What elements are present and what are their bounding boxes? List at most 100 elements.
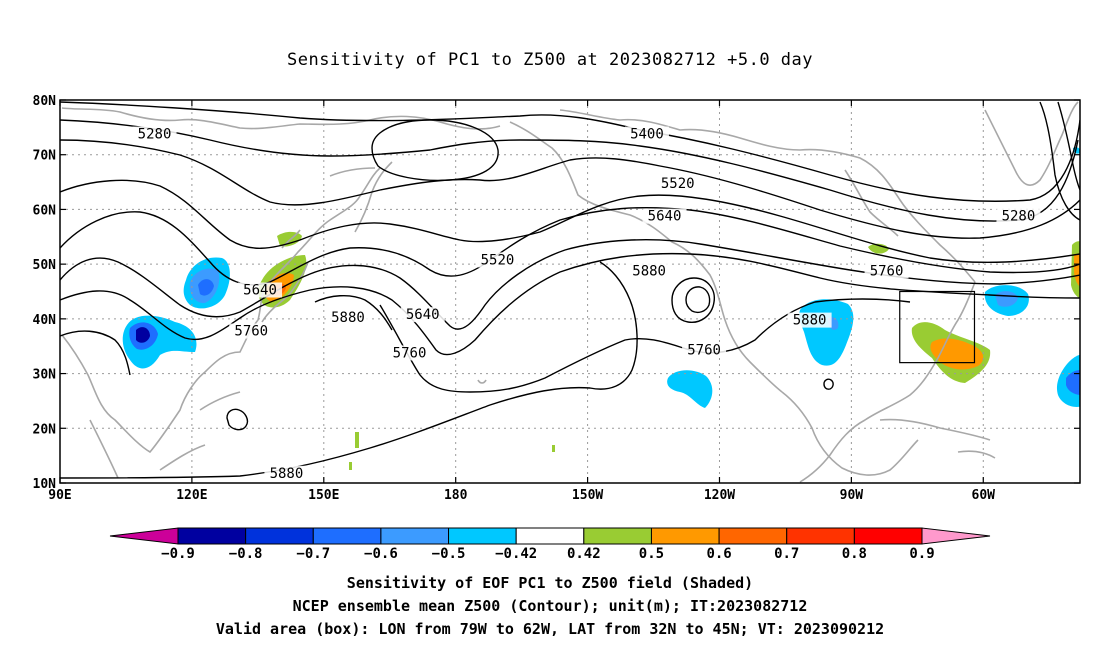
coastline-asia	[61, 167, 381, 454]
contour-label: 5640	[406, 307, 440, 323]
map-frame	[59, 99, 1081, 484]
coastline-kamchatka	[329, 161, 393, 233]
lat-tick-label: 60N	[33, 203, 57, 218]
lon-tick-label: 60W	[972, 488, 996, 503]
contour-label: 5760	[393, 345, 427, 361]
contour-label-bg	[400, 307, 445, 323]
contour-label: 5520	[481, 252, 515, 268]
colorbar-label: 0.9	[909, 546, 934, 562]
coastline-canada	[559, 109, 976, 283]
positive-sensitivity-region	[552, 445, 555, 452]
colorbar-label: −0.7	[296, 546, 330, 562]
colorbar-segment	[583, 527, 652, 545]
contour-label-bg	[655, 175, 700, 191]
contour-line	[60, 252, 1080, 356]
contour-label: 5760	[870, 263, 904, 279]
contour-label-bg	[264, 465, 309, 481]
contour-label: 5280	[1002, 209, 1036, 225]
contour-label: 5760	[234, 324, 268, 340]
contour-label-bg	[627, 263, 672, 279]
coastline-alaska	[509, 121, 783, 393]
colorbar-label: −0.8	[229, 546, 263, 562]
positive-sensitivity-core	[1074, 253, 1080, 287]
contour-label-bg	[624, 126, 669, 142]
valid-area-box	[899, 290, 976, 364]
lat-tick-label: 20N	[33, 422, 57, 437]
sensitivity-shading	[122, 147, 1080, 470]
colorbar: −0.9 −0.8 −0.7 −0.6 −0.5 −0.42 0.42 0.5 0.6 0.7 0.…	[109, 527, 991, 562]
coastline-us-east	[799, 281, 976, 483]
contour-label-bg	[864, 263, 909, 279]
lat-tick-label: 80N	[33, 94, 57, 109]
contour-label: 5760	[687, 343, 721, 359]
contour-label-bg	[787, 312, 832, 328]
colorbar-segment	[177, 527, 247, 545]
lat-tick-label: 10N	[33, 477, 57, 492]
contour-label: 5400	[630, 127, 664, 143]
caption-contour: NCEP ensemble mean Z500 (Contour); unit(…	[292, 597, 808, 615]
negative-sensitivity-peak	[136, 327, 150, 343]
lat-tick-label: 40N	[33, 313, 57, 328]
positive-sensitivity-region	[349, 462, 352, 470]
colorbar-label: 0.42	[567, 546, 601, 562]
coastline-caribbean	[879, 418, 996, 459]
colorbar-label: −0.9	[161, 546, 195, 562]
contour-line	[1039, 101, 1080, 221]
colorbar-high-triangle	[921, 527, 991, 545]
lon-tick-label: 150E	[308, 488, 339, 503]
coastline-gulf	[781, 391, 919, 476]
contour-label: 5520	[661, 176, 695, 192]
contour-line	[60, 239, 1080, 330]
contour-label-bg	[229, 323, 274, 339]
contour-line	[371, 119, 499, 182]
contour-label: 5640	[648, 209, 682, 225]
lon-tick-label: 90E	[48, 488, 71, 503]
colorbar-label: 0.5	[639, 546, 664, 562]
colorbar-segment	[853, 527, 923, 545]
lon-tick-label: 150W	[572, 488, 603, 503]
contour-line	[379, 298, 911, 393]
caption-shading: Sensitivity of EOF PC1 to Z500 field (Sh…	[346, 574, 754, 592]
contour-line	[60, 139, 1080, 239]
contour-line	[314, 295, 393, 331]
contour-label-bg	[387, 345, 432, 361]
colorbar-label: 0.8	[842, 546, 867, 562]
contour-labels: 5280 5400 5520 5640 5520 5880 5640 5760 5880 5640…	[132, 126, 1041, 482]
lon-tick-label: 120E	[176, 488, 207, 503]
lat-tick-label: 70N	[33, 149, 57, 164]
contour-label: 5280	[138, 127, 172, 143]
contour-line	[60, 330, 131, 376]
contour-label-bg	[238, 282, 283, 298]
colorbar-label: 0.7	[774, 546, 799, 562]
contour-label-bg	[325, 309, 370, 325]
colorbar-label: 0.6	[706, 546, 731, 562]
contour-line	[823, 378, 834, 390]
contour-line	[226, 408, 249, 431]
contour-line	[685, 286, 711, 314]
colorbar-segment	[718, 527, 788, 545]
colorbar-segment	[312, 527, 382, 545]
contour-line	[60, 179, 1080, 264]
colorbar-label: −0.5	[432, 546, 466, 562]
negative-sensitivity-region	[799, 299, 854, 366]
negative-sensitivity-core	[198, 279, 214, 296]
lon-tick-label: 90W	[840, 488, 864, 503]
figure-title: Sensitivity of PC1 to Z500 at 2023082712…	[286, 50, 813, 70]
coastline-greenland	[984, 101, 1079, 186]
contour-line	[60, 119, 1079, 222]
contour-label: 5880	[270, 466, 304, 482]
contour-label-bg	[475, 252, 520, 268]
positive-sensitivity-region	[355, 432, 359, 448]
contour-label-bg	[996, 208, 1041, 224]
lon-tick-label: 180	[444, 488, 468, 503]
colorbar-segment	[515, 527, 585, 545]
negative-sensitivity-region	[667, 370, 713, 408]
contour-line	[60, 261, 638, 479]
coastline-hudson-bay	[844, 169, 899, 237]
colorbar-label: −0.42	[495, 546, 537, 562]
contour-label-bg	[642, 208, 687, 224]
colorbar-segment	[245, 527, 314, 545]
